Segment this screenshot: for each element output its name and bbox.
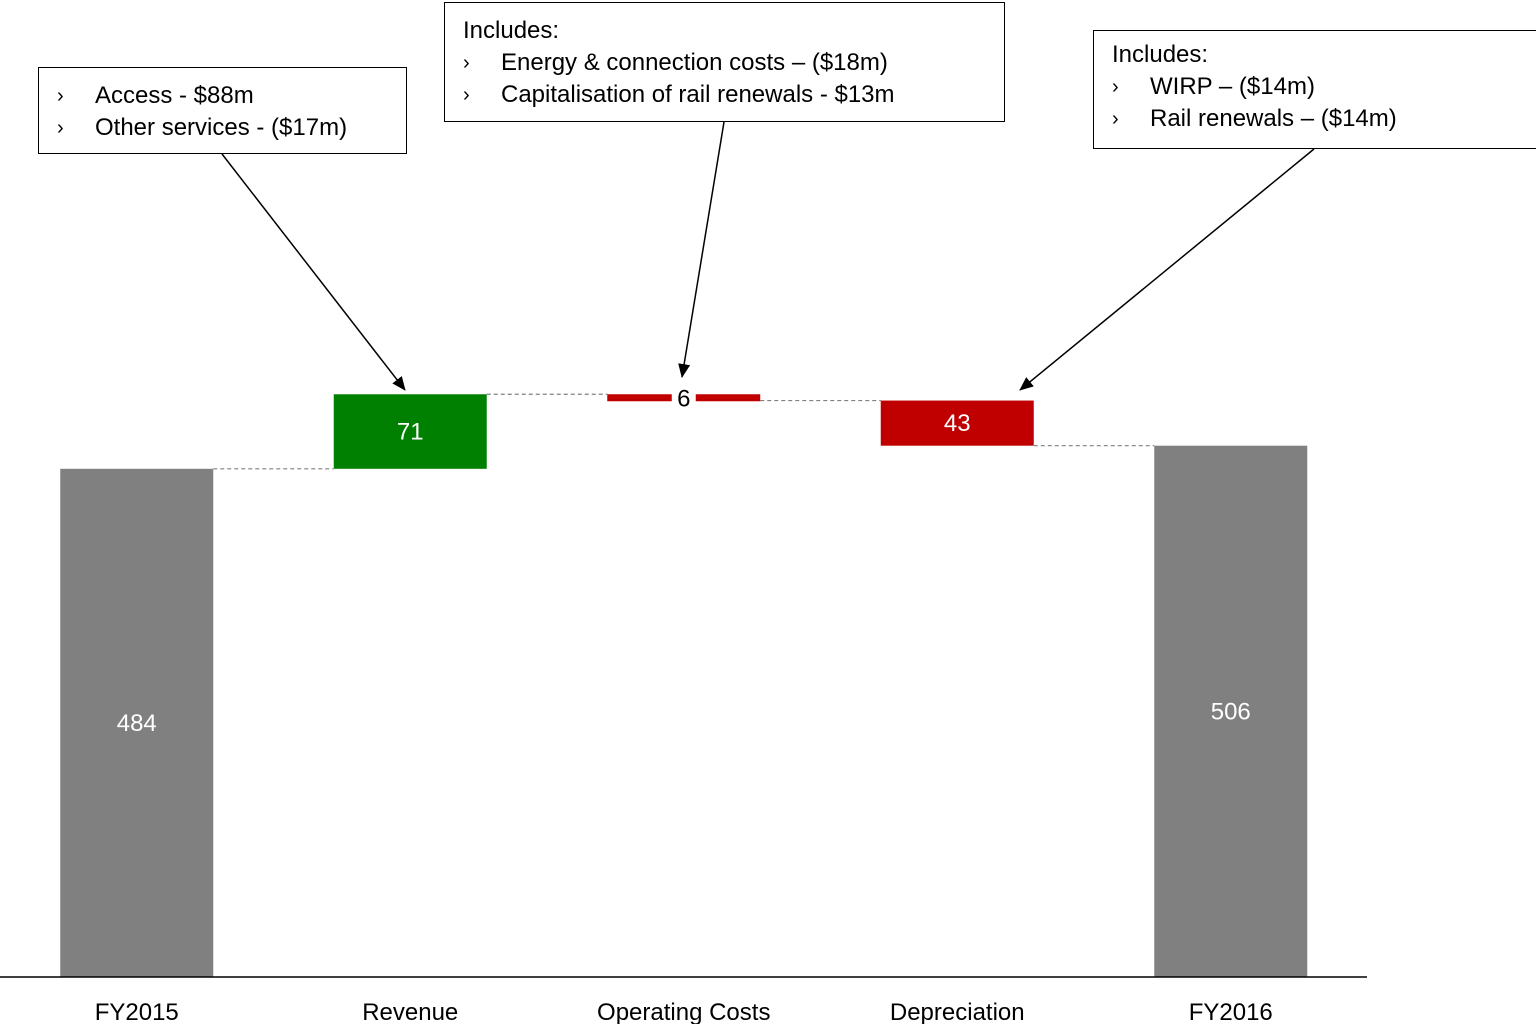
callout-revenue-item: › Other services - ($17m) (57, 112, 390, 144)
callout-heading: Includes: (1112, 41, 1209, 68)
bar-value-label: 484 (117, 710, 157, 737)
bullet-chevron-icon: › (1112, 108, 1119, 130)
callout-revenue: › Access - $88m › Other services - ($17m) (38, 67, 407, 154)
category-tick-label: Operating Costs (597, 999, 770, 1024)
bar-value-label: 506 (1211, 698, 1251, 725)
category-tick-label: Revenue (362, 999, 458, 1024)
category-tick-label: Depreciation (890, 999, 1025, 1024)
category-tick-label: FY2015 (95, 999, 179, 1024)
callout-revenue-item: › Access - $88m (57, 80, 390, 112)
bar-fy2016 (1154, 445, 1308, 977)
callout-operating-costs-item: › Energy & connection costs – ($18m) (463, 47, 988, 79)
bullet-chevron-icon: › (463, 52, 470, 74)
bullet-chevron-icon: › (57, 117, 64, 139)
bar-depreciation (880, 400, 1034, 446)
callout-arrow-operating-costs (678, 121, 725, 378)
bullet-chevron-icon: › (57, 85, 64, 107)
bar-revenue (333, 394, 487, 469)
callout-depreciation: Includes: › WIRP – ($14m) › Rail renewals … (1093, 30, 1536, 149)
callout-operating-costs-item: › Capitalisation of rail renewals - $13m (463, 79, 988, 111)
category-tick-label: FY2016 (1189, 999, 1273, 1024)
bar-value-label: 6 (677, 385, 690, 412)
bullet-chevron-icon: › (463, 84, 470, 106)
bar-fy2015 (60, 468, 214, 977)
bar-label-backdrop (671, 384, 696, 411)
bar-value-label: 71 (397, 419, 424, 446)
callout-depreciation-item: › Rail renewals – ($14m) (1112, 103, 1521, 135)
bar-value-label: 43 (944, 410, 971, 437)
callout-arrow-revenue (221, 153, 406, 391)
callout-operating-costs: Includes: › Energy & connection costs – (… (444, 2, 1005, 122)
callout-depreciation-item: › WIRP – ($14m) (1112, 71, 1521, 103)
bullet-chevron-icon: › (1112, 76, 1119, 98)
callout-arrow-depreciation (1019, 148, 1315, 391)
callout-heading: Includes: (463, 17, 560, 44)
